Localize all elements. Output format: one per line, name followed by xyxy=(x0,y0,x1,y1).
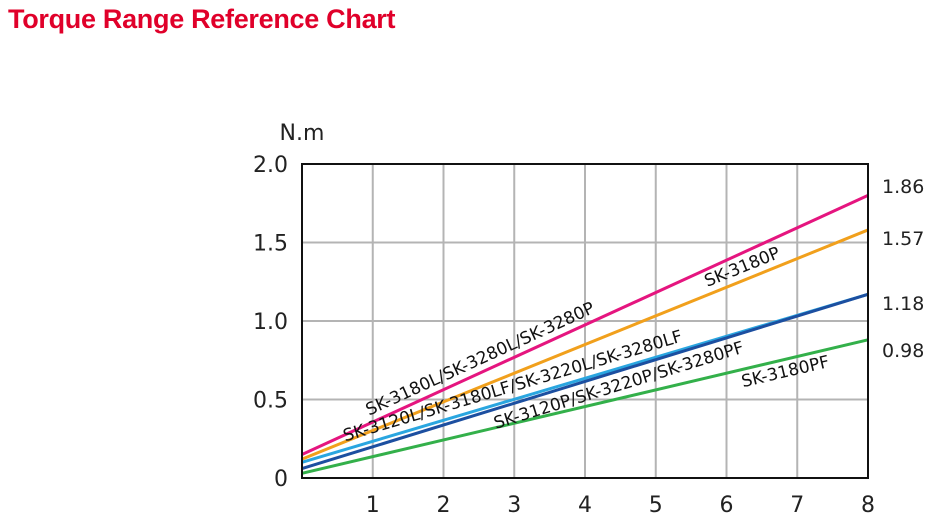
y-tick-label: 2.0 xyxy=(253,153,288,178)
end-value-label: 0.98 xyxy=(882,340,924,362)
x-tick-labels: 1 2 3 4 5 6 7 8 xyxy=(366,493,875,518)
y-tick-label: 0.5 xyxy=(253,389,288,414)
x-tick-label: 5 xyxy=(649,493,663,518)
y-tick-label: 1.0 xyxy=(253,310,288,335)
x-tick-label: 7 xyxy=(790,493,804,518)
plot-frame xyxy=(301,163,869,479)
y-tick-label: 0 xyxy=(274,467,288,492)
series-lines xyxy=(301,194,869,475)
series-line-2 xyxy=(301,228,869,461)
x-tick-label: 2 xyxy=(437,493,451,518)
x-tick-label: 8 xyxy=(861,493,875,518)
end-value-label: 1.86 xyxy=(882,176,924,198)
x-tick-label: 6 xyxy=(720,493,734,518)
series-line-4 xyxy=(301,292,869,471)
end-value-labels: 1.86 1.57 1.18 0.98 xyxy=(882,176,924,362)
page-title: Torque Range Reference Chart xyxy=(8,4,396,34)
series-line-5 xyxy=(301,338,869,475)
y-axis-unit-label: N.m xyxy=(280,121,325,146)
x-tick-label: 3 xyxy=(507,493,521,518)
end-value-label: 1.18 xyxy=(882,293,924,315)
x-tick-label: 4 xyxy=(578,493,592,518)
y-tick-labels: 0 0.5 1.0 1.5 2.0 xyxy=(253,153,288,492)
series-line-1 xyxy=(301,194,869,456)
x-tick-label: 1 xyxy=(366,493,380,518)
end-value-label: 1.57 xyxy=(882,228,924,250)
series-label-2: SK-3180P xyxy=(702,243,783,292)
y-tick-label: 1.5 xyxy=(253,232,288,257)
